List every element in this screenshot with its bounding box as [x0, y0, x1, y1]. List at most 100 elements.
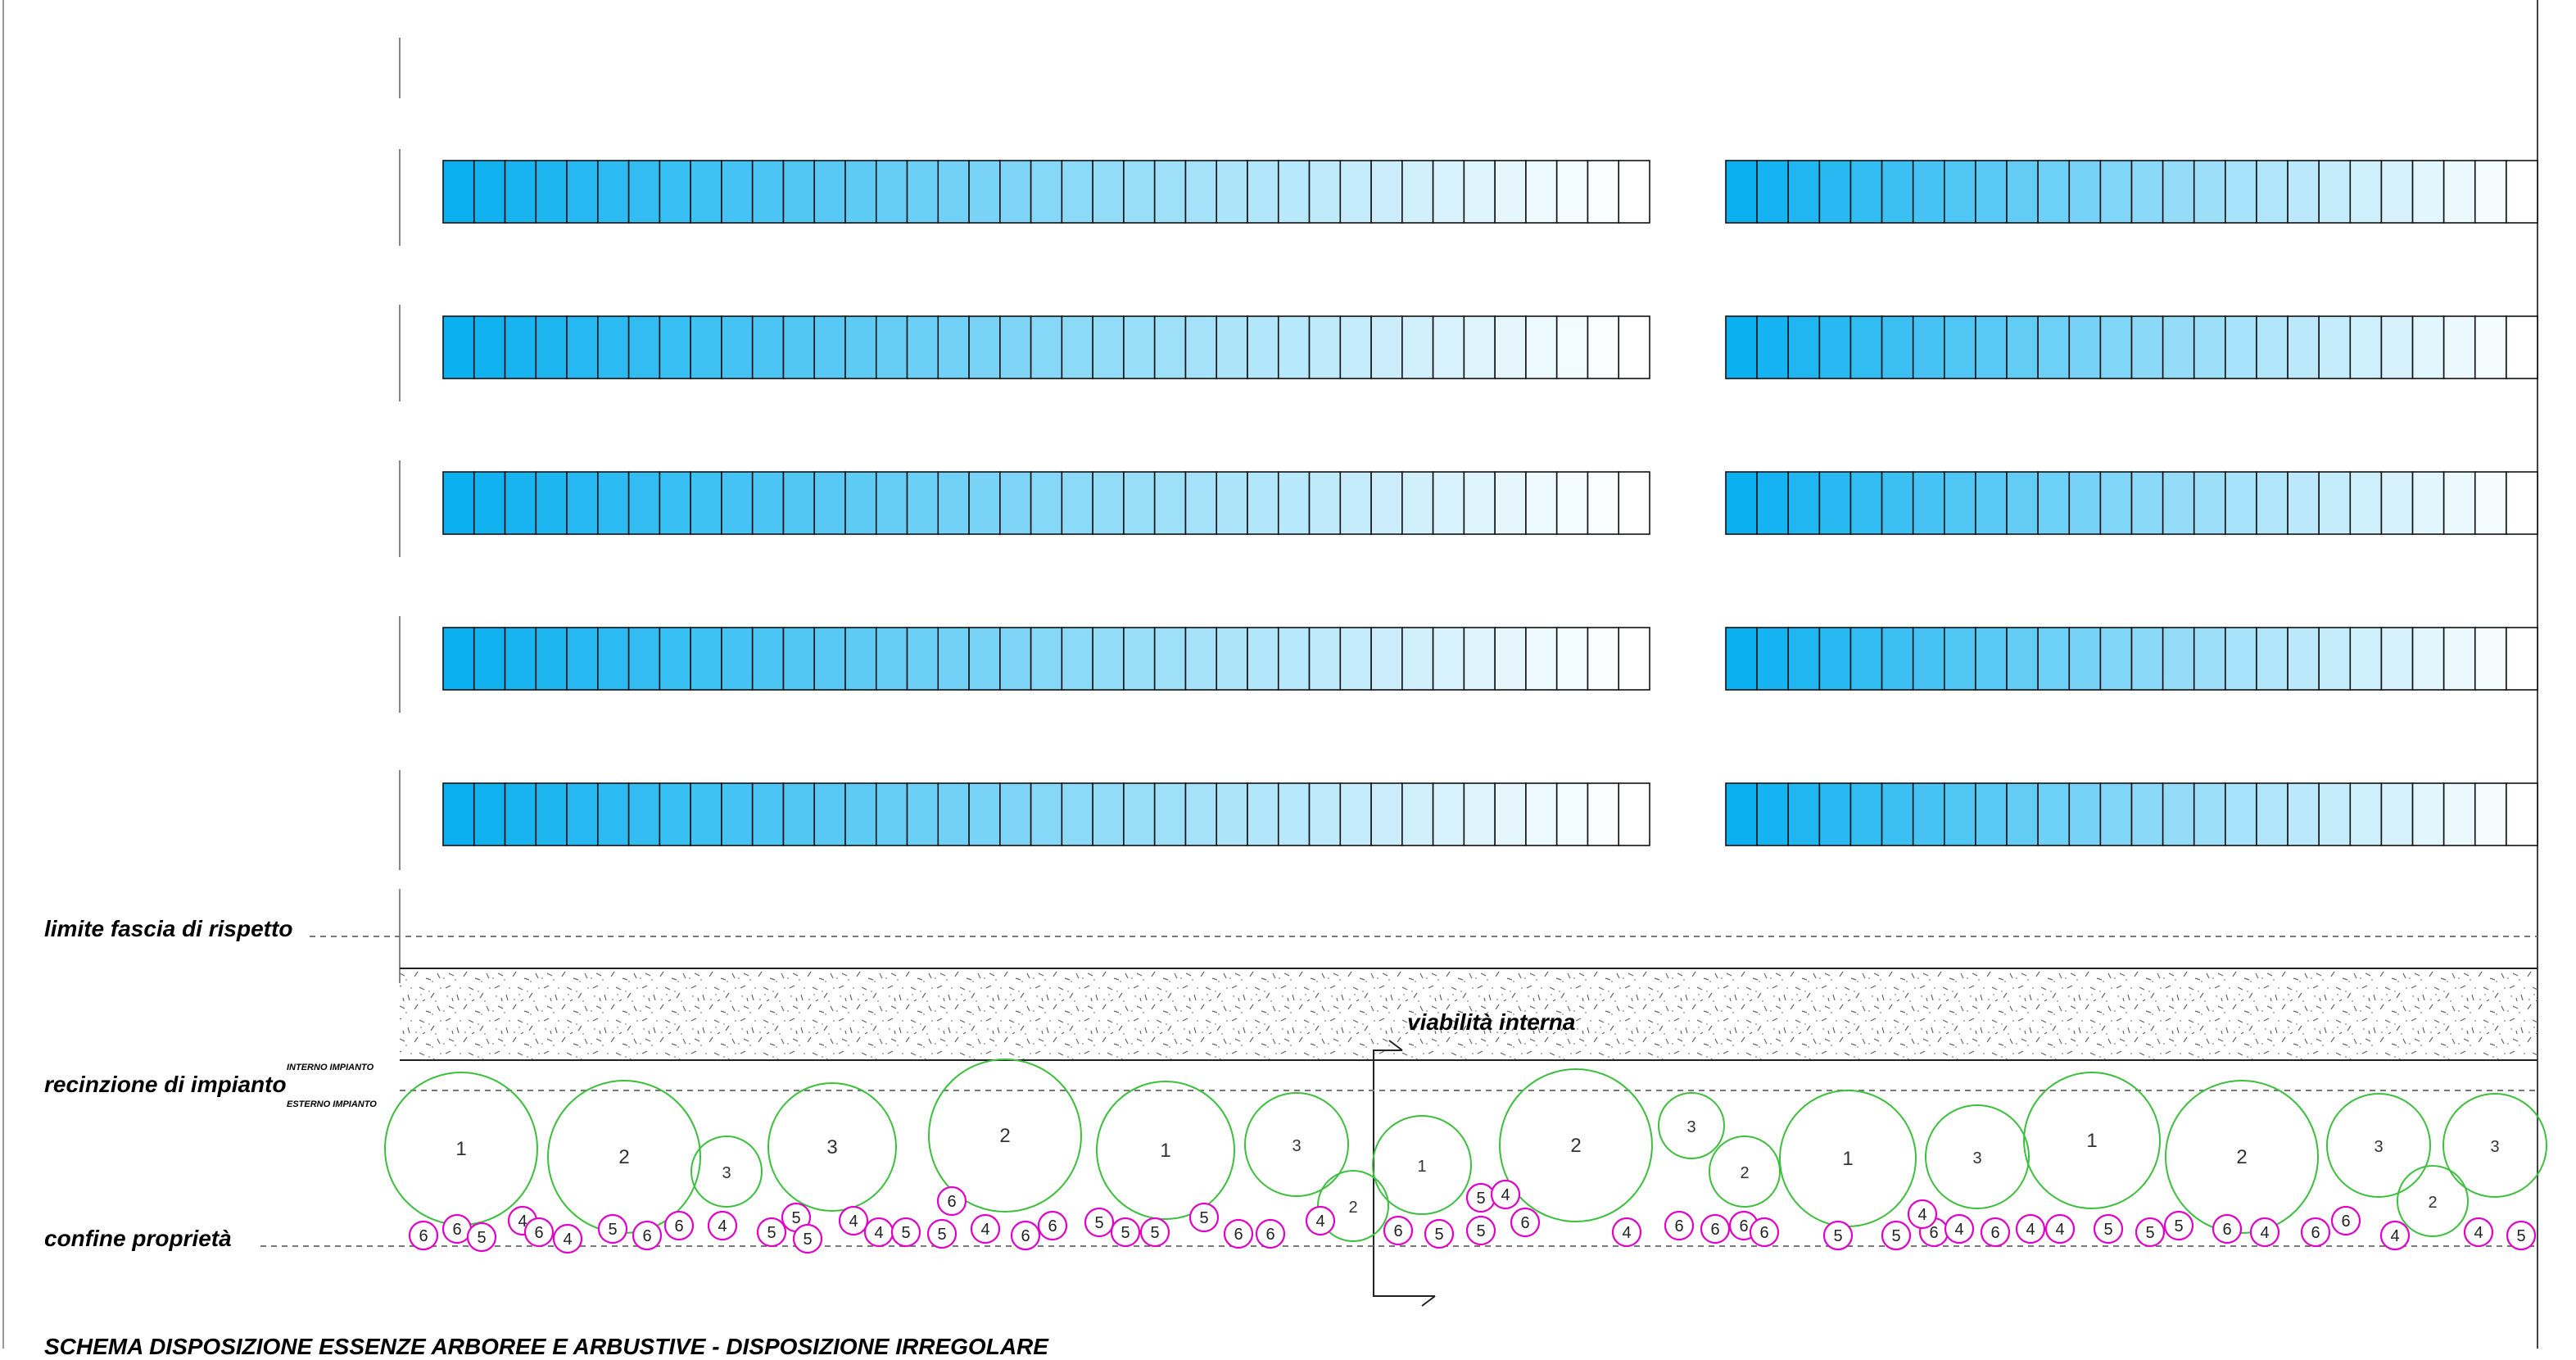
pv-module	[782, 782, 816, 846]
shrub-label: 4	[2260, 1224, 2269, 1242]
pv-module	[782, 160, 816, 224]
pv-module	[1944, 160, 1976, 224]
shrub-4-symbol: 4	[2249, 1217, 2280, 1248]
pv-module	[1463, 160, 1496, 224]
shrub-4-symbol: 4	[2044, 1213, 2076, 1244]
pv-module	[906, 160, 939, 224]
pv-module	[1123, 471, 1156, 535]
pv-module	[1339, 471, 1372, 535]
pv-module	[1092, 471, 1125, 535]
pv-module	[1975, 315, 2008, 379]
gravel-fill	[400, 968, 2538, 1060]
pv-module	[1944, 471, 1976, 535]
tree-label: 3	[2374, 1138, 2383, 1156]
pv-module	[690, 627, 722, 691]
pv-module	[2506, 160, 2538, 224]
pv-module	[1787, 315, 1821, 379]
pv-module	[2225, 782, 2257, 846]
pv-module	[1975, 160, 2008, 224]
shrub-label: 5	[2174, 1217, 2183, 1235]
pv-module	[2099, 315, 2133, 379]
shrub-label: 6	[642, 1227, 651, 1245]
pv-module	[1849, 315, 1883, 379]
pv-module	[1463, 471, 1496, 535]
pv-module	[1818, 315, 1852, 379]
shrub-label: 5	[2145, 1224, 2154, 1242]
pv-module	[597, 315, 630, 379]
shrub-label: 5	[767, 1224, 776, 1242]
pv-module	[1787, 782, 1821, 846]
shrub-label: 6	[1739, 1217, 1748, 1235]
pv-module	[1756, 471, 1790, 535]
shrub-5-symbol: 5	[1822, 1220, 1854, 1251]
section-arrow-top	[1388, 1040, 1403, 1051]
pv-module	[442, 782, 475, 846]
pv-module	[1277, 782, 1311, 846]
pv-module	[659, 160, 691, 224]
pv-module	[2099, 627, 2133, 691]
shrub-6-symbol: 6	[2330, 1205, 2361, 1236]
tree-label: 3	[1292, 1137, 1301, 1155]
pv-module	[597, 471, 630, 535]
pv-module	[1912, 160, 1945, 224]
pv-module	[999, 471, 1032, 535]
pv-module	[1944, 782, 1976, 846]
shrub-5-symbol: 5	[756, 1217, 787, 1248]
shrub-6-symbol: 6	[2212, 1213, 2243, 1244]
shrub-5-symbol: 5	[926, 1218, 958, 1249]
pv-module	[1555, 315, 1589, 379]
pv-module	[1756, 627, 1790, 691]
pv-module	[2193, 315, 2226, 379]
pv-module	[1555, 471, 1589, 535]
shrub-label: 5	[1150, 1224, 1159, 1242]
tree-3-symbol: 3	[1658, 1092, 1725, 1159]
shrub-label: 5	[1476, 1222, 1485, 1240]
shrub-label: 6	[1520, 1214, 1529, 1232]
pv-module	[1975, 627, 2008, 691]
pv-module	[968, 471, 1001, 535]
tree-label: 2	[2428, 1194, 2437, 1212]
pv-module	[2162, 627, 2195, 691]
pv-module	[442, 471, 475, 535]
pv-module	[442, 627, 475, 691]
pv-module	[2130, 627, 2164, 691]
shrub-label: 5	[1833, 1227, 1842, 1245]
pv-module	[875, 627, 908, 691]
shrub-6-symbol: 6	[1510, 1207, 1541, 1238]
pv-module	[1370, 315, 1403, 379]
pv-module	[1463, 782, 1496, 846]
label-viabilita: viabilità interna	[1407, 1009, 1576, 1035]
pv-module	[535, 471, 568, 535]
pv-module	[1725, 315, 1758, 379]
pv-module	[2068, 315, 2102, 379]
pv-module	[2256, 471, 2289, 535]
tree-label: 3	[2490, 1138, 2499, 1156]
pv-module	[690, 315, 722, 379]
pv-module	[1725, 782, 1758, 846]
pv-module	[473, 471, 506, 535]
shrub-4-symbol: 4	[1305, 1205, 1336, 1236]
pv-module	[2256, 782, 2289, 846]
pv-module	[1370, 160, 1403, 224]
pv-module	[566, 471, 599, 535]
pv-module	[751, 315, 785, 379]
pv-module	[1308, 782, 1342, 846]
tree-label: 2	[999, 1125, 1010, 1147]
pv-module	[1587, 315, 1620, 379]
pv-module	[1401, 160, 1434, 224]
pv-module	[1370, 782, 1403, 846]
pv-module	[2193, 782, 2226, 846]
pv-module	[813, 471, 846, 535]
pv-module	[1555, 627, 1589, 691]
pv-module	[2037, 782, 2071, 846]
pv-module	[2349, 782, 2383, 846]
shrub-label: 6	[947, 1193, 956, 1211]
pv-module	[1587, 160, 1620, 224]
shrub-label: 4	[518, 1213, 527, 1231]
shrub-label: 6	[1674, 1217, 1683, 1235]
pv-module	[2411, 471, 2445, 535]
shrub-5-symbol: 5	[1465, 1215, 1496, 1246]
pv-module	[1881, 471, 1914, 535]
pv-module	[566, 782, 599, 846]
shrub-label: 6	[452, 1221, 461, 1239]
